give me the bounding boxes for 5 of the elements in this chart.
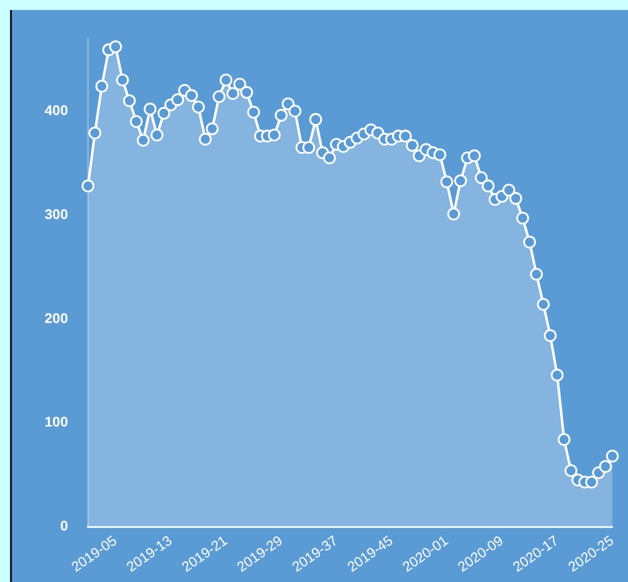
- y-tick-label: 300: [44, 206, 68, 222]
- y-tick-label: 0: [60, 518, 68, 534]
- y-tick-label: 400: [44, 102, 68, 118]
- y-tick-label: 100: [44, 414, 68, 430]
- y-tick-label: 200: [44, 310, 68, 326]
